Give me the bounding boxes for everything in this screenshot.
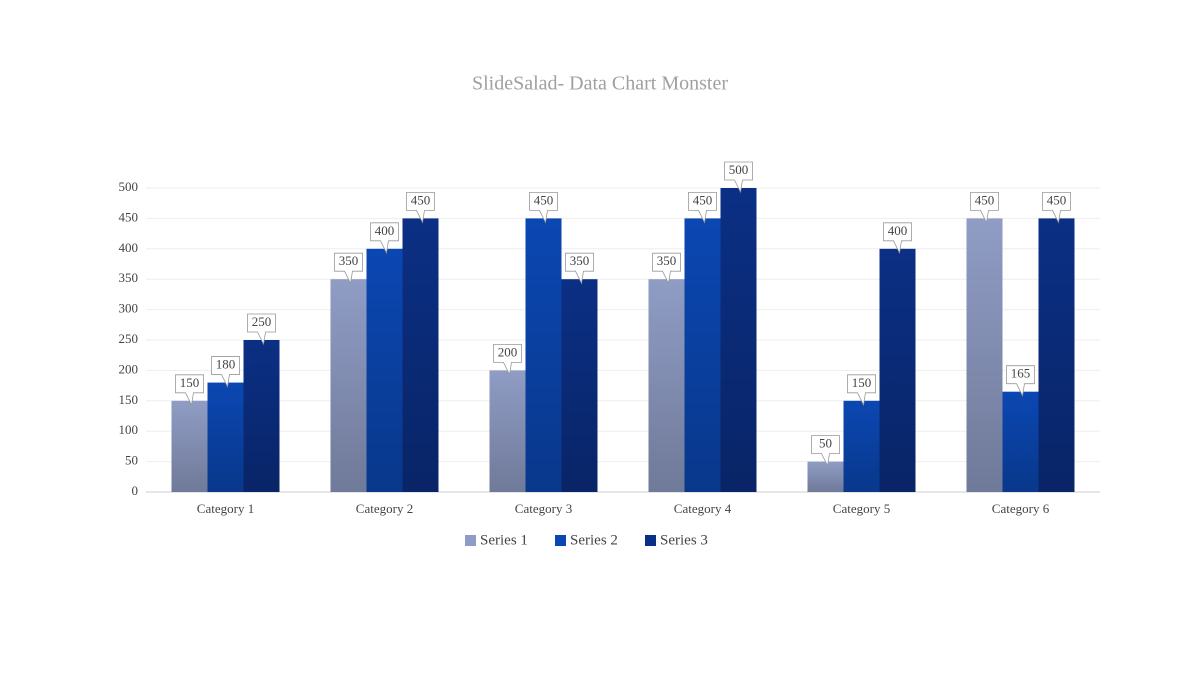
bar-shade [561, 279, 598, 492]
data-label: 150 [852, 375, 872, 390]
bar-shade [525, 218, 562, 492]
data-label: 165 [1011, 366, 1031, 381]
y-tick-label: 400 [119, 240, 139, 255]
data-label: 400 [375, 223, 395, 238]
data-label: 50 [819, 436, 832, 451]
bar-shade [243, 340, 280, 492]
bar-shade [684, 218, 721, 492]
bar-shade [648, 279, 685, 492]
data-label: 400 [888, 223, 908, 238]
label-callout [370, 222, 399, 255]
label-callout [211, 356, 240, 388]
bar-shade [489, 370, 526, 492]
data-label: 500 [729, 162, 749, 177]
data-label: 180 [216, 357, 236, 372]
data-label: 450 [975, 192, 995, 207]
y-tick-label: 250 [119, 331, 139, 346]
data-label: 200 [498, 344, 518, 359]
bar-shade [807, 461, 844, 492]
bar-shade [720, 188, 757, 492]
data-label: 350 [339, 253, 359, 268]
label-callout [529, 192, 558, 224]
bar-shade [402, 218, 439, 492]
y-tick-label: 350 [119, 270, 139, 285]
y-tick-label: 300 [119, 301, 139, 316]
x-tick-label: Category 3 [515, 501, 572, 516]
y-tick-label: 450 [119, 209, 139, 224]
bar-shade [330, 279, 367, 492]
bar-shade [879, 248, 916, 492]
bar-shade [843, 400, 880, 492]
label-callout [406, 192, 435, 224]
x-tick-label: Category 5 [833, 501, 890, 516]
legend-swatch [555, 535, 566, 546]
bar-shade [366, 248, 403, 492]
data-label: 350 [657, 253, 677, 268]
label-callout [970, 192, 999, 224]
data-label: 350 [570, 253, 590, 268]
x-tick-label: Category 4 [674, 501, 732, 516]
data-label: 450 [534, 192, 554, 207]
y-tick-label: 0 [132, 483, 139, 498]
label-callout [724, 161, 753, 194]
legend-swatch [465, 535, 476, 546]
x-tick-label: Category 2 [356, 501, 413, 516]
label-callout [493, 344, 522, 376]
bar-shade [171, 400, 208, 492]
x-tick-label: Category 1 [197, 501, 254, 516]
label-callout [847, 374, 876, 407]
bar-shade [966, 218, 1003, 492]
chart-title: SlideSalad- Data Chart Monster [472, 73, 728, 95]
label-callout [811, 435, 840, 467]
legend-label: Series 2 [570, 532, 618, 548]
bar-shade [1038, 218, 1075, 492]
legend-label: Series 1 [480, 532, 528, 548]
y-tick-label: 500 [119, 179, 139, 194]
legend-swatch [645, 535, 656, 546]
label-callout [652, 252, 681, 285]
data-label: 450 [411, 192, 431, 207]
y-tick-label: 200 [119, 361, 139, 376]
data-label: 450 [1047, 192, 1067, 207]
label-callout [1006, 365, 1035, 397]
legend-label: Series 3 [660, 532, 708, 548]
bar-shade [207, 382, 244, 492]
data-label: 450 [693, 192, 713, 207]
x-tick-label: Category 6 [992, 501, 1050, 516]
label-callout [334, 252, 363, 285]
label-callout [565, 252, 594, 285]
label-callout [247, 313, 276, 346]
y-tick-label: 100 [119, 422, 139, 437]
label-callout [883, 222, 912, 255]
data-label: 250 [252, 314, 272, 329]
y-tick-label: 50 [125, 453, 138, 468]
label-callout [175, 374, 204, 407]
label-callout [1042, 192, 1071, 224]
bar-shade [1002, 391, 1039, 492]
label-callout [688, 192, 717, 224]
data-label: 150 [180, 375, 200, 390]
y-tick-label: 150 [119, 392, 139, 407]
